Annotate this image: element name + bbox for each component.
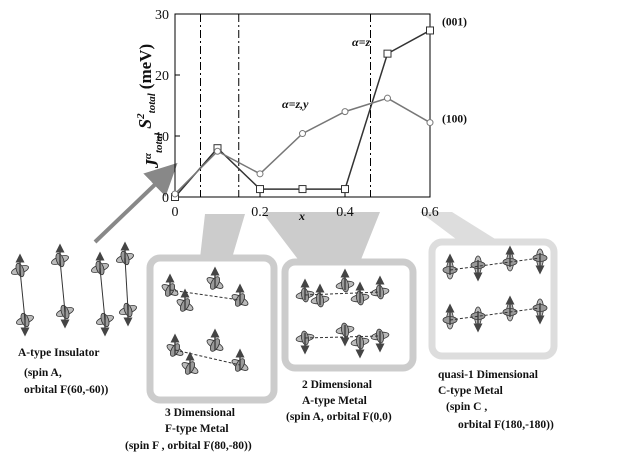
y-label-part: S [135,119,155,129]
x-tick-label: 0.6 [421,205,439,220]
series-line [174,29,431,198]
legend-label: (001) [442,16,467,28]
y-label-part: (meV) [136,44,155,89]
y-tick-label: 10 [155,130,169,145]
y-label-part: α [142,152,154,159]
panel-caption: 3 Dimensional [165,407,235,419]
panel-caption: orbital F(60,-60)) [24,384,108,396]
panel-box [281,258,417,372]
panel-caption: (spin A, [24,367,62,379]
panel-caption: 2 Dimensional [302,379,372,391]
panel-caption: F-type Metal [165,423,229,435]
bond [304,335,381,339]
y-label-part: total [153,132,165,153]
series-line [174,97,431,195]
y-tick-label: 20 [155,69,169,84]
marker [426,119,434,127]
panel-caption: (spin C , [446,401,487,413]
y-tick-label: 30 [155,8,169,23]
bond [449,257,541,271]
bond [174,349,241,366]
annotation: α=z [352,35,370,49]
annotation: α=z,y [282,97,309,111]
marker [299,130,306,138]
y-label-part: total [146,92,158,113]
bond [99,267,106,321]
marker [341,108,349,116]
panel-box [428,238,558,360]
bond [304,291,381,296]
marker [426,26,434,35]
marker [341,185,349,194]
panel-caption: A-type Insulator [18,347,99,359]
marker [214,147,221,155]
marker [171,190,179,198]
panel-caption: A-type Metal [302,395,367,407]
plot-frame [174,13,431,198]
panel-caption: quasi-1 Dimensional [438,369,538,381]
bond [59,259,66,313]
bond [169,289,241,301]
y-axis-label: JαtotalS2total(meV) [135,44,165,169]
panel-caption: (spin F , orbital F(80,-80)) [125,440,252,452]
connector [262,212,380,262]
bond [19,269,26,321]
connector [200,214,245,258]
y-label-part: J [142,158,162,169]
x-tick-label: 0 [172,205,179,220]
marker [256,185,264,194]
x-tick-label: 0.4 [336,205,354,220]
panel-caption: C-type Metal [438,385,503,397]
x-axis-label: x [298,209,305,223]
panel-caption: (spin A, orbital F(0,0) [286,411,392,423]
connector [420,212,500,242]
bond [124,257,129,311]
marker [383,49,392,58]
legend-label: (100) [442,114,467,126]
marker [298,185,307,194]
pointer-arrow [93,162,178,244]
panel-caption: orbital F(180,-180)) [458,419,554,431]
marker [384,94,391,102]
y-label-part: 2 [135,113,147,120]
lattice-drawings [11,241,548,375]
x-tick-label: 0.2 [251,205,269,220]
marker [256,170,264,178]
bond [449,307,541,321]
y-tick-label: 0 [162,191,169,206]
